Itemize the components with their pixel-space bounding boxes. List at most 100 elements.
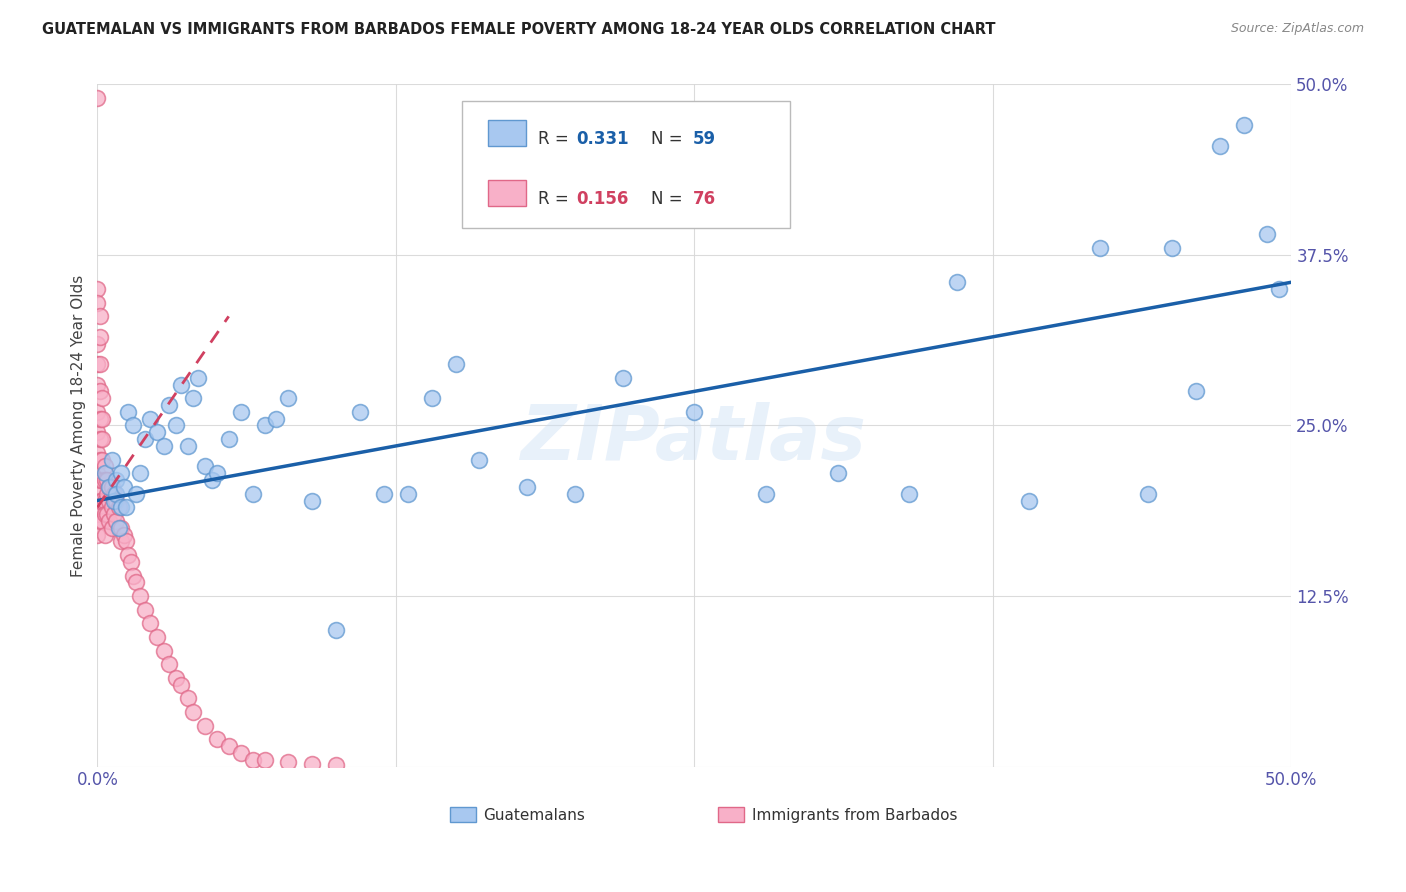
Point <box>105 514 128 528</box>
FancyBboxPatch shape <box>488 120 526 145</box>
Point <box>112 527 135 541</box>
Point <box>139 616 162 631</box>
Point <box>218 739 240 753</box>
Point <box>89 357 111 371</box>
Text: Guatemalans: Guatemalans <box>484 808 585 823</box>
Point <box>89 411 111 425</box>
Point <box>129 467 152 481</box>
Point <box>170 377 193 392</box>
Point <box>177 691 200 706</box>
Point <box>91 391 114 405</box>
Point <box>89 452 111 467</box>
Point <box>325 758 347 772</box>
Point <box>89 432 111 446</box>
Point <box>89 514 111 528</box>
Point <box>89 310 111 324</box>
Point <box>122 418 145 433</box>
Point <box>91 452 114 467</box>
Point <box>1268 282 1291 296</box>
Point <box>253 418 276 433</box>
Point <box>946 275 969 289</box>
Point <box>103 507 125 521</box>
Point <box>120 555 142 569</box>
Point <box>100 480 122 494</box>
Text: R =: R = <box>538 190 574 208</box>
Point <box>444 357 467 371</box>
FancyBboxPatch shape <box>718 807 745 822</box>
Point <box>229 746 252 760</box>
Point <box>266 411 288 425</box>
Text: ZIPatlas: ZIPatlas <box>522 402 868 476</box>
Point <box>103 486 125 500</box>
Point <box>110 534 132 549</box>
Point <box>181 391 204 405</box>
Point <box>683 405 706 419</box>
Point <box>165 418 187 433</box>
Point <box>86 282 108 296</box>
Point <box>93 493 115 508</box>
Point <box>1256 227 1278 242</box>
Point <box>115 500 138 515</box>
Point <box>98 480 121 494</box>
Point <box>89 330 111 344</box>
Point <box>105 486 128 500</box>
Point <box>242 486 264 500</box>
Y-axis label: Female Poverty Among 18-24 Year Olds: Female Poverty Among 18-24 Year Olds <box>72 275 86 576</box>
Point <box>242 753 264 767</box>
Point <box>325 623 347 637</box>
Point <box>157 657 180 672</box>
Point <box>124 575 146 590</box>
Point <box>110 521 132 535</box>
Point <box>86 425 108 440</box>
Point <box>827 467 849 481</box>
Point <box>86 507 108 521</box>
Point <box>124 486 146 500</box>
Point <box>115 534 138 549</box>
Point <box>165 671 187 685</box>
Text: Immigrants from Barbados: Immigrants from Barbados <box>752 808 957 823</box>
Point <box>86 377 108 392</box>
Point <box>110 500 132 515</box>
Point <box>139 411 162 425</box>
Point <box>108 500 131 515</box>
Point <box>91 411 114 425</box>
Point <box>253 753 276 767</box>
Text: 0.156: 0.156 <box>576 190 628 208</box>
Point <box>86 91 108 105</box>
Point <box>516 480 538 494</box>
Text: N =: N = <box>651 130 688 148</box>
Point <box>86 405 108 419</box>
Point <box>1208 138 1230 153</box>
Point <box>112 480 135 494</box>
Point <box>93 473 115 487</box>
Point <box>117 548 139 562</box>
Point <box>373 486 395 500</box>
Point <box>277 756 299 770</box>
Point <box>420 391 443 405</box>
Point <box>396 486 419 500</box>
Point <box>86 446 108 460</box>
Point <box>86 357 108 371</box>
Point <box>96 473 118 487</box>
Point <box>91 493 114 508</box>
Point <box>93 527 115 541</box>
Point <box>1185 384 1208 399</box>
Point <box>134 602 156 616</box>
Point <box>146 630 169 644</box>
Point <box>98 493 121 508</box>
Point <box>93 467 115 481</box>
Point <box>205 467 228 481</box>
Point <box>103 493 125 508</box>
Point <box>86 295 108 310</box>
Point <box>612 370 634 384</box>
Text: GUATEMALAN VS IMMIGRANTS FROM BARBADOS FEMALE POVERTY AMONG 18-24 YEAR OLDS CORR: GUATEMALAN VS IMMIGRANTS FROM BARBADOS F… <box>42 22 995 37</box>
Text: 59: 59 <box>693 130 716 148</box>
Point <box>1161 241 1184 255</box>
Point <box>89 493 111 508</box>
Point <box>122 568 145 582</box>
Point <box>91 432 114 446</box>
Point <box>86 467 108 481</box>
Point <box>181 705 204 719</box>
Point <box>1090 241 1112 255</box>
Point <box>117 405 139 419</box>
